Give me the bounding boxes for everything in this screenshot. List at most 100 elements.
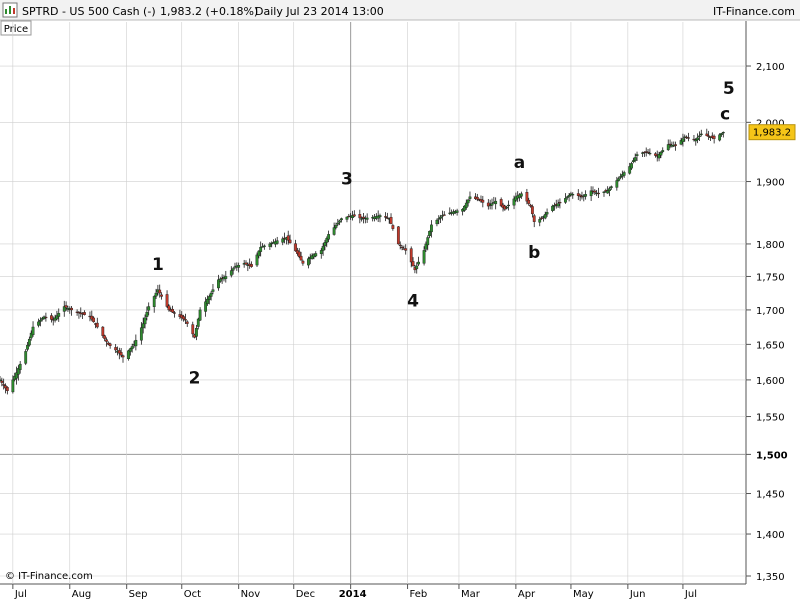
candle-body: [396, 226, 400, 245]
candle-body: [270, 242, 274, 245]
candle-body: [5, 387, 9, 391]
candle-body: [718, 134, 722, 141]
candle-body: [428, 230, 431, 237]
brand-link[interactable]: IT-Finance.com: [713, 5, 795, 18]
candle-body: [661, 150, 665, 152]
wave-label-a: a: [514, 153, 525, 173]
wave-label-5: 5: [723, 79, 735, 99]
candle-body: [441, 215, 444, 217]
candle-body: [55, 315, 59, 320]
candle-body: [571, 194, 575, 196]
candle-body: [437, 218, 441, 220]
candle-body: [257, 250, 261, 257]
candle-body: [173, 312, 176, 314]
candle-body: [0, 380, 4, 383]
candle-body: [204, 301, 208, 312]
y-tick-label: 1,500: [756, 450, 788, 461]
y-tick-label: 1,800: [756, 240, 785, 251]
candle-body: [83, 312, 86, 315]
candle-body: [128, 348, 132, 352]
candle-body: [90, 315, 94, 320]
candle-body: [314, 253, 318, 257]
candle-body: [519, 193, 523, 197]
candle-body: [171, 308, 174, 313]
candle-body: [95, 322, 99, 328]
x-tick-label: Aug: [72, 589, 92, 600]
candle-body: [50, 315, 53, 320]
y-tick-label: 1,350: [756, 572, 785, 583]
candle-body: [195, 327, 198, 337]
candle-body: [417, 261, 420, 265]
header-bar: [0, 0, 800, 20]
candle-body: [617, 178, 621, 181]
candle-body: [217, 279, 220, 289]
candle-body: [435, 219, 439, 225]
candle-body: [160, 294, 163, 297]
current-price-tag: 1,983.2: [748, 124, 796, 141]
candle-body: [338, 220, 342, 223]
x-tick-label: Dec: [296, 589, 315, 600]
candle-body: [141, 323, 145, 329]
candle-body: [567, 195, 571, 197]
x-tick-label: Jul: [684, 589, 697, 600]
candle-body: [119, 352, 123, 356]
candle-body: [411, 261, 415, 267]
candle-body: [62, 306, 66, 312]
candle-body: [31, 326, 35, 336]
x-tick-label: Mar: [461, 589, 481, 600]
candle-body: [198, 309, 202, 321]
candle-body: [553, 205, 556, 207]
candle-body: [633, 157, 637, 161]
candle-body: [593, 190, 597, 193]
candle-body: [540, 217, 543, 219]
candle-body: [694, 139, 698, 142]
candle-body: [499, 199, 503, 207]
candle-body: [475, 196, 479, 200]
candle-body: [466, 199, 470, 204]
candle-body: [301, 260, 305, 264]
wave-label-1: 1: [152, 255, 164, 275]
candle-body: [609, 186, 613, 188]
candle-body: [261, 246, 264, 248]
candle-body: [551, 205, 554, 211]
candle-body: [622, 172, 626, 176]
candle-body: [117, 350, 121, 354]
candle-body: [307, 258, 310, 266]
candle-body: [525, 192, 529, 202]
candle-body: [659, 152, 663, 156]
candle-body: [464, 202, 468, 208]
candle-body: [494, 200, 498, 205]
candle-body: [185, 321, 189, 324]
candle-body: [666, 144, 670, 151]
candle-body: [648, 152, 652, 155]
candle-body: [687, 137, 690, 139]
candle-body: [615, 180, 619, 188]
price-panel-label-box[interactable]: [0, 20, 32, 36]
candle-body: [321, 246, 325, 251]
x-tick-label: 2014: [339, 589, 367, 600]
candle-body: [26, 345, 29, 350]
candle-body: [556, 203, 560, 207]
x-tick-label: Oct: [184, 589, 201, 600]
candle-body: [206, 298, 209, 304]
candle-body: [602, 191, 606, 193]
candle-body: [720, 133, 723, 135]
candle-body: [77, 311, 81, 314]
candle-body: [597, 192, 600, 195]
wave-label-3: 3: [341, 170, 353, 190]
candle-body: [439, 216, 442, 219]
candle-body: [145, 311, 149, 317]
candle-body: [11, 379, 15, 393]
price-series: [0, 128, 725, 395]
candle-body: [38, 319, 42, 322]
candle-body: [426, 237, 430, 246]
candle-body: [608, 188, 611, 191]
candle-body: [448, 212, 452, 214]
candle-body: [653, 153, 657, 156]
candle-body: [530, 206, 534, 215]
candle-body: [108, 343, 112, 346]
candle-body: [558, 201, 562, 204]
candle-body: [681, 138, 685, 142]
candle-body: [468, 196, 472, 199]
